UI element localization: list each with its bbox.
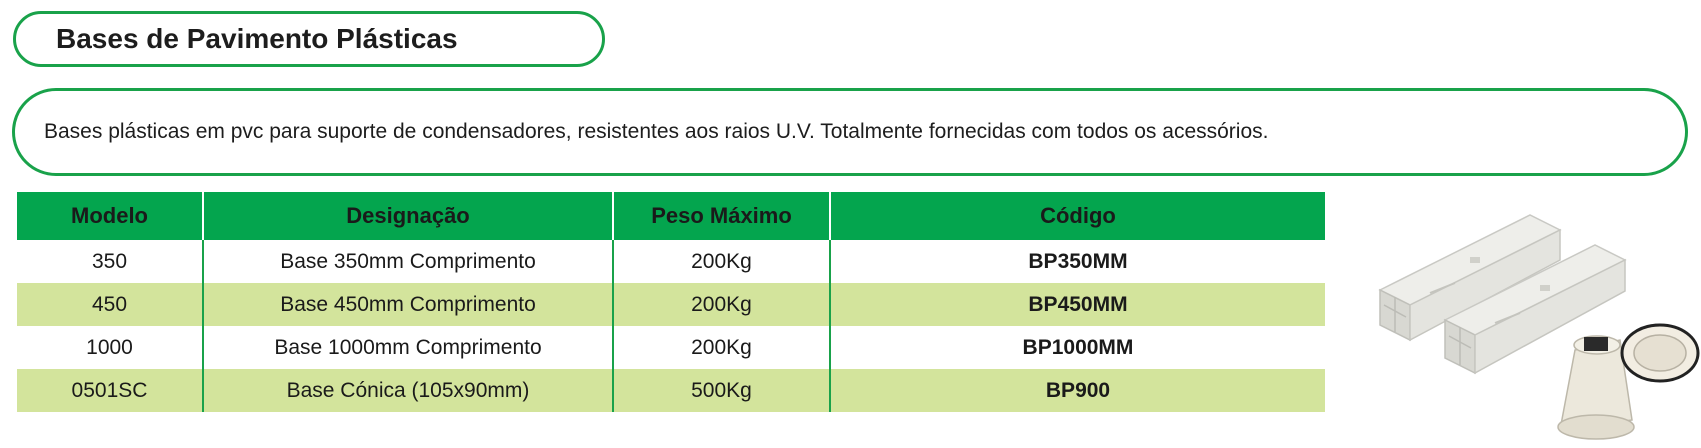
cell-designacao: Base 450mm Comprimento xyxy=(202,283,613,326)
plastic-base-product-photo xyxy=(1378,214,1700,440)
description-box: Bases plásticas em pvc para suporte de c… xyxy=(12,88,1688,176)
section-title-box: Bases de Pavimento Plásticas xyxy=(13,11,605,67)
cell-designacao: Base 350mm Comprimento xyxy=(202,240,613,283)
cell-peso: 500Kg xyxy=(612,369,830,412)
table-header-row: Modelo Designação Peso Máximo Código xyxy=(17,192,1325,240)
column-header-peso: Peso Máximo xyxy=(612,192,830,240)
cell-codigo: BP900 xyxy=(829,369,1325,412)
cell-modelo: 0501SC xyxy=(17,369,203,412)
cell-codigo: BP350MM xyxy=(829,240,1325,283)
column-header-designacao: Designação xyxy=(202,192,613,240)
description-text: Bases plásticas em pvc para suporte de c… xyxy=(44,120,1269,143)
page-title: Bases de Pavimento Plásticas xyxy=(56,23,458,54)
conical-base-icon xyxy=(1557,323,1700,440)
table-row: 350 Base 350mm Comprimento 200Kg BP350MM xyxy=(17,240,1325,283)
cell-peso: 200Kg xyxy=(612,240,830,283)
cell-modelo: 1000 xyxy=(86,335,133,359)
product-table: Modelo Designação Peso Máximo Código 350… xyxy=(17,192,1325,412)
column-header-codigo: Código xyxy=(829,192,1325,240)
table-row: 0501SC Base Cónica (105x90mm) 500Kg BP90… xyxy=(17,369,1325,412)
cell-peso: 200Kg xyxy=(612,326,830,369)
plastic-base-long-icon xyxy=(1378,214,1562,342)
plastic-base-long-icon xyxy=(1443,244,1627,375)
cell-designacao: Base Cónica (105x90mm) xyxy=(202,369,613,412)
table-row: 450 Base 450mm Comprimento 200Kg BP450MM xyxy=(17,283,1325,326)
table-row: 1000 Base 1000mm Comprimento 200Kg BP100… xyxy=(17,326,1325,369)
cell-peso: 200Kg xyxy=(612,283,830,326)
cell-designacao: Base 1000mm Comprimento xyxy=(202,326,613,369)
cell-codigo: BP1000MM xyxy=(829,326,1325,369)
cell-modelo: 450 xyxy=(17,283,203,326)
cell-codigo: BP450MM xyxy=(829,283,1325,326)
cell-modelo: 350 xyxy=(91,249,128,273)
column-header-modelo: Modelo xyxy=(17,192,203,240)
